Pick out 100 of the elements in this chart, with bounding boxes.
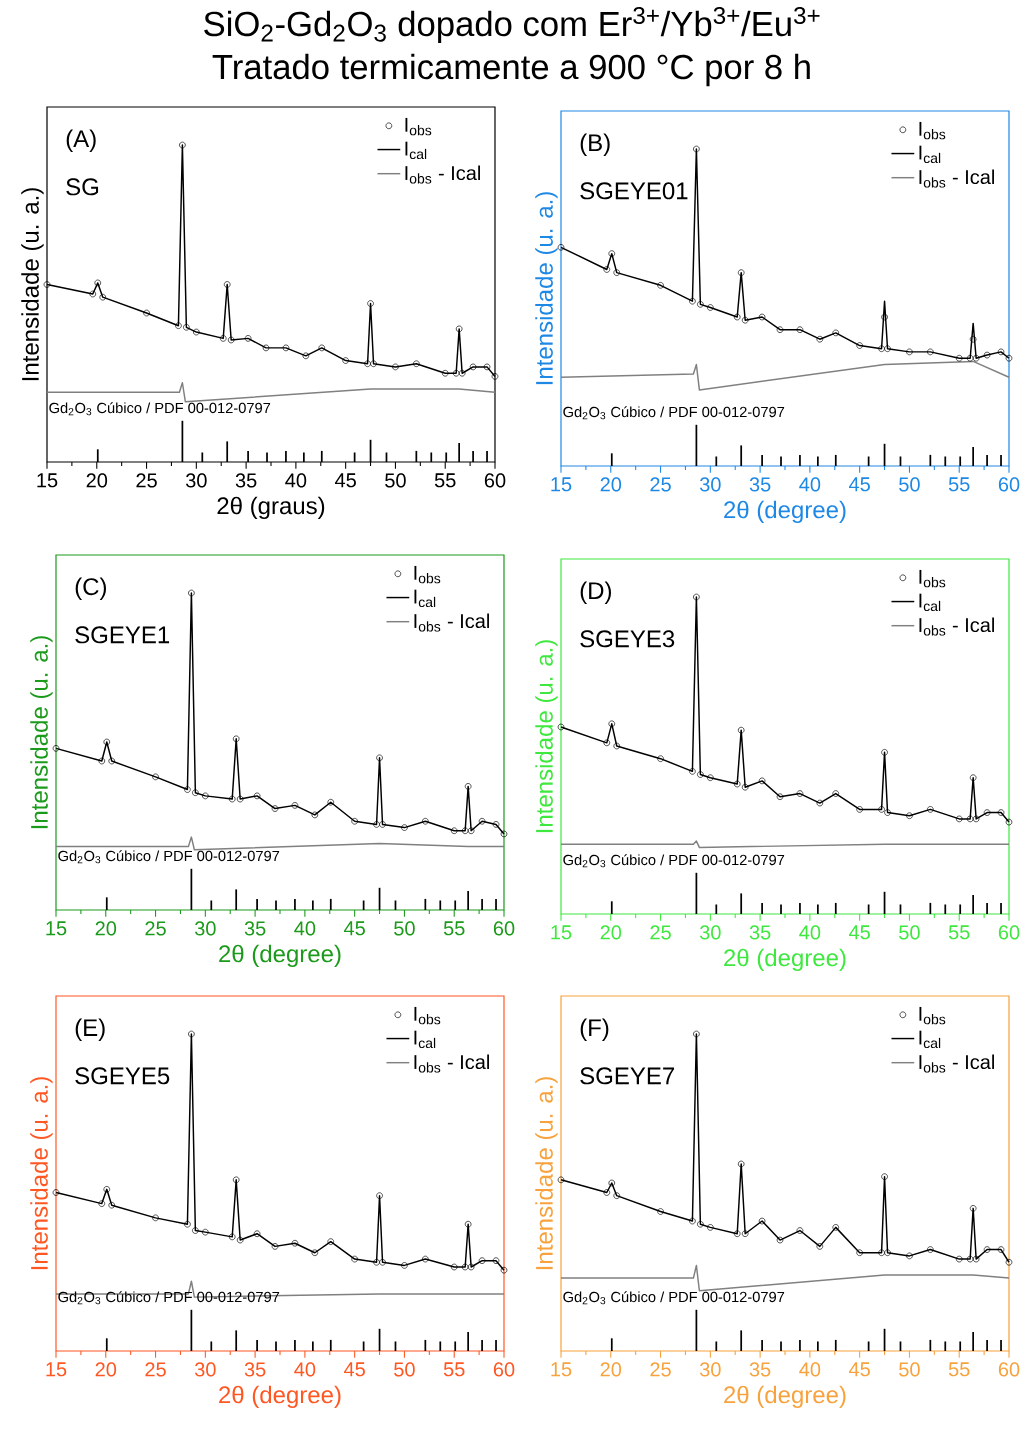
point <box>884 809 892 816</box>
point <box>878 806 886 813</box>
x-tick-label: 40 <box>285 473 307 488</box>
point <box>229 795 236 803</box>
point <box>832 329 840 337</box>
point <box>608 1179 616 1187</box>
point <box>608 720 616 728</box>
x-tick-label: 45 <box>849 925 871 940</box>
point <box>967 815 974 823</box>
x-tick-label: 15 <box>551 1362 572 1377</box>
x-tick-label: 30 <box>700 477 721 492</box>
legend-label: I$_{cal}$ <box>405 141 427 160</box>
point <box>697 301 704 308</box>
x-tick-label: 60 <box>999 477 1020 492</box>
point <box>742 316 749 324</box>
x-tick-label: 50 <box>899 477 920 492</box>
legend-label: I$_{obs}$ <box>414 1006 441 1025</box>
y-axis-title: Intensidade (u. a.) <box>30 1077 53 1270</box>
y-axis-title: Intensidade (u. a.) <box>30 636 53 829</box>
point <box>738 269 745 276</box>
point <box>881 749 889 756</box>
point <box>734 780 741 788</box>
point <box>970 1205 977 1212</box>
point <box>103 738 111 746</box>
point <box>462 1263 469 1271</box>
point <box>245 335 252 342</box>
x-tick-label: 20 <box>95 921 117 936</box>
x-tick-label: 25 <box>145 1362 167 1377</box>
legend-label: I$_{obs}$ <box>405 117 432 136</box>
x-tick-label: 60 <box>494 921 515 936</box>
x-tick-label: 25 <box>145 921 167 936</box>
point <box>707 774 714 781</box>
x-tick-label: 15 <box>46 921 67 936</box>
x-tick-label: 50 <box>394 921 415 936</box>
x-tick-label: 55 <box>949 925 970 940</box>
point <box>202 792 209 800</box>
point <box>108 757 116 765</box>
point <box>462 827 469 835</box>
x-tick-label: 20 <box>86 473 108 488</box>
point <box>220 335 227 342</box>
point <box>152 1214 160 1222</box>
annotation: (F) <box>580 1018 609 1041</box>
point <box>734 313 741 321</box>
point <box>884 1249 892 1257</box>
x-tick-label: 55 <box>435 473 456 488</box>
x-tick-label: 35 <box>749 1362 771 1377</box>
point <box>376 1192 384 1199</box>
point <box>237 1236 244 1244</box>
annotation: SGEYE1 <box>75 626 170 644</box>
point <box>856 342 864 349</box>
point <box>608 250 616 257</box>
point <box>856 806 864 813</box>
x-tick-label: 45 <box>849 477 871 492</box>
point <box>707 304 714 311</box>
point <box>557 723 565 731</box>
point <box>271 805 279 812</box>
x-tick-label: 30 <box>186 473 207 488</box>
point <box>693 593 700 601</box>
point <box>613 269 621 276</box>
point <box>956 1255 963 1263</box>
point <box>707 1224 714 1231</box>
point <box>229 1233 236 1241</box>
point <box>878 1249 886 1257</box>
point <box>693 145 700 153</box>
x-tick-label: 20 <box>600 925 622 940</box>
point <box>738 1160 745 1168</box>
point <box>657 1208 665 1215</box>
point <box>603 266 611 273</box>
x-tick-label: 35 <box>235 473 257 488</box>
chart-title: SiO$_{2}$-Gd$_{2}$O$_{3}$ dopado com Er$^{3+}$/Yb$^{3+}$/Eu$^{3+}$ <box>204 6 820 44</box>
point <box>491 373 499 380</box>
x-tick-label: 35 <box>749 925 771 940</box>
point <box>657 755 665 762</box>
point <box>468 1263 475 1271</box>
point <box>689 297 696 305</box>
point <box>364 360 372 368</box>
point <box>816 335 824 343</box>
x-tick-label: 30 <box>700 1362 721 1377</box>
point <box>973 354 980 362</box>
point <box>906 348 913 356</box>
legend-label: I$_{obs}$ - Ical <box>405 165 481 184</box>
point <box>379 821 387 828</box>
point <box>881 1173 889 1180</box>
x-tick-label: 40 <box>799 1362 821 1377</box>
point <box>271 1243 279 1250</box>
point <box>973 815 980 823</box>
point <box>98 1200 106 1207</box>
point <box>832 1224 840 1231</box>
point <box>451 827 458 835</box>
point <box>94 279 102 287</box>
point <box>193 328 200 336</box>
x-axis-title: 2θ (degree) <box>724 1385 846 1409</box>
point <box>697 771 704 778</box>
point <box>970 335 977 343</box>
annotation: Gd$_{2}$O$_{3}$ Cúbico / PDF 00-012-0797 <box>49 402 271 416</box>
point <box>856 1249 864 1257</box>
point <box>759 777 766 785</box>
point <box>967 354 974 362</box>
point <box>152 773 160 781</box>
point <box>192 789 199 796</box>
